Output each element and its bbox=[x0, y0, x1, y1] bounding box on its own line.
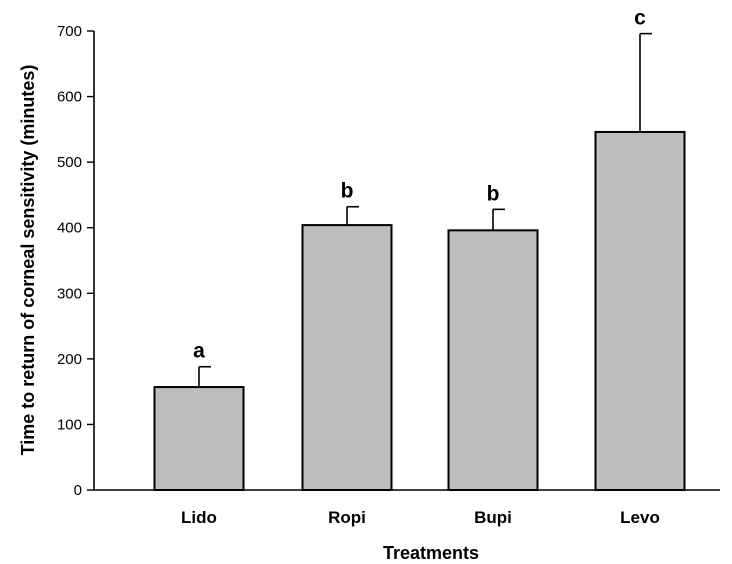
bar-lido bbox=[153, 386, 245, 491]
significance-label: b bbox=[487, 182, 500, 205]
y-tick-label: 100 bbox=[57, 416, 82, 433]
significance-label: a bbox=[193, 340, 205, 363]
y-tick-label: 200 bbox=[57, 351, 82, 368]
x-tick-label: Bupi bbox=[474, 508, 512, 527]
significance-label: b bbox=[341, 180, 354, 203]
x-tick-label: Lido bbox=[181, 508, 217, 527]
y-tick-label: 300 bbox=[57, 285, 82, 302]
y-tick-label: 400 bbox=[57, 220, 82, 237]
x-tick-label: Ropi bbox=[328, 508, 366, 527]
x-tick-label: Levo bbox=[620, 508, 660, 527]
y-tick-label: 500 bbox=[57, 154, 82, 171]
plot-area: a Lido b Ropi b Bupi c Levo 0 100 200 300 400 500 600 7… bbox=[57, 7, 720, 527]
y-tick-label: 0 bbox=[74, 482, 82, 499]
significance-label: c bbox=[634, 7, 646, 30]
bar-ropi bbox=[301, 224, 393, 491]
y-tick-label: 600 bbox=[57, 89, 82, 106]
bar-bupi bbox=[447, 229, 539, 492]
x-axis-title: Treatments bbox=[383, 543, 479, 563]
bar-levo bbox=[594, 130, 686, 491]
y-axis-title: Time to return of corneal sensitivity (m… bbox=[18, 65, 38, 456]
y-tick-label: 700 bbox=[57, 23, 82, 40]
